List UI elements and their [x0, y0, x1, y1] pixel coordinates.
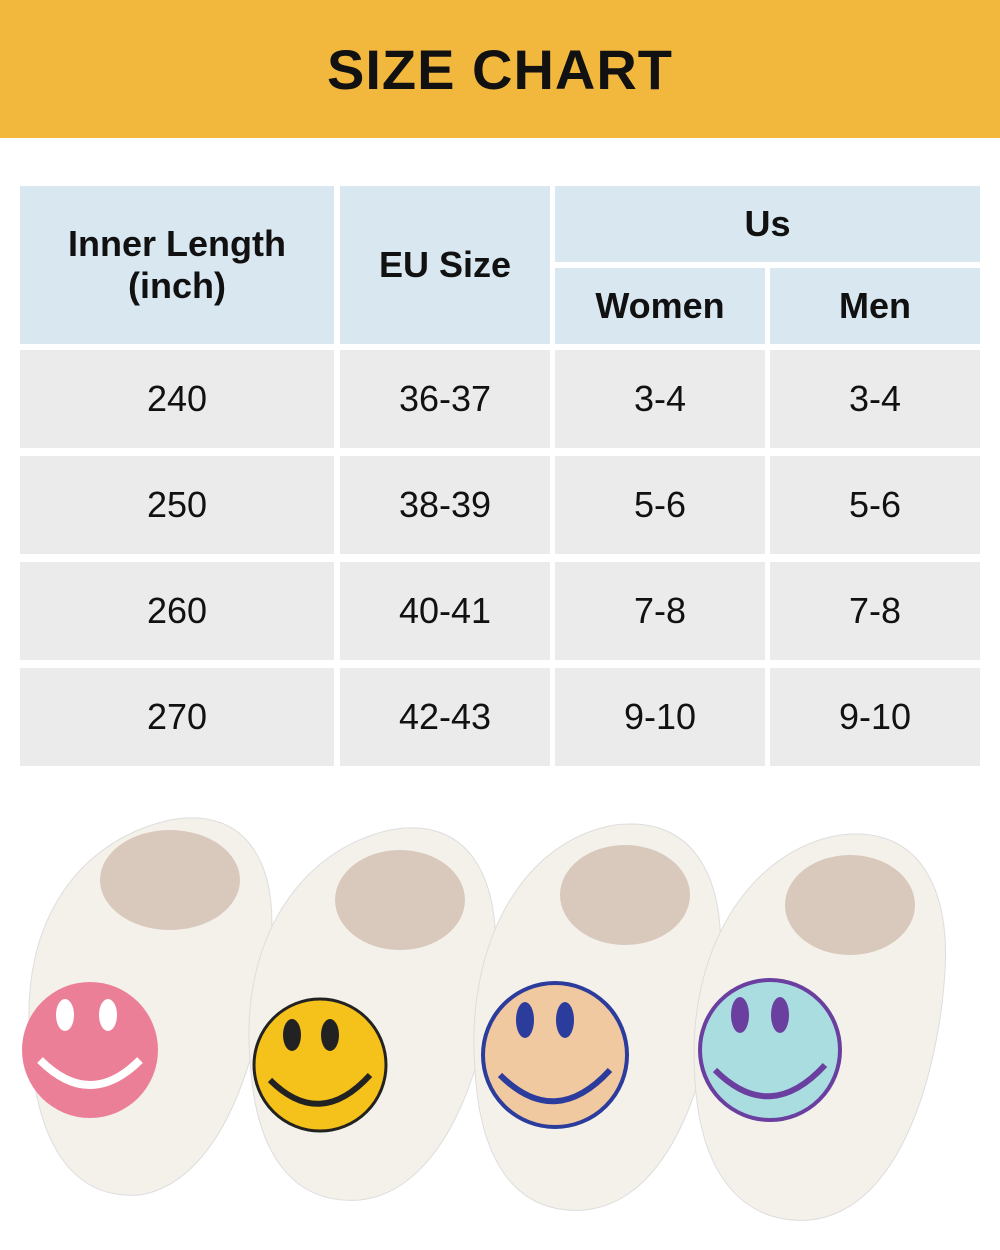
table-cell: 240 — [20, 350, 334, 448]
slippers-photo — [22, 817, 947, 1221]
table-cell: 5-6 — [555, 456, 765, 554]
table-cell: 7-8 — [555, 562, 765, 660]
header-cell: Inner Length (inch) — [20, 186, 334, 344]
table-cell: 9-10 — [555, 668, 765, 766]
table-cell: 3-4 — [555, 350, 765, 448]
table-cell: 36-37 — [340, 350, 550, 448]
table-cell: 250 — [20, 456, 334, 554]
table-cell: 40-41 — [340, 562, 550, 660]
header-cell: Us — [555, 186, 980, 262]
slipper — [473, 823, 722, 1211]
header-cell: Men — [770, 268, 980, 344]
slipper — [22, 817, 273, 1196]
header-cell: Women — [555, 268, 765, 344]
table-cell: 260 — [20, 562, 334, 660]
table-cell: 270 — [20, 668, 334, 766]
banner: SIZE CHART — [0, 0, 1000, 138]
slipper — [693, 833, 947, 1221]
table-cell: 7-8 — [770, 562, 980, 660]
table-cell: 9-10 — [770, 668, 980, 766]
table-cell: 5-6 — [770, 456, 980, 554]
table-cell: 42-43 — [340, 668, 550, 766]
table-cell: 3-4 — [770, 350, 980, 448]
slipper — [248, 827, 497, 1201]
header-cell: EU Size — [340, 186, 550, 344]
title: SIZE CHART — [327, 37, 673, 101]
table-cell: 38-39 — [340, 456, 550, 554]
